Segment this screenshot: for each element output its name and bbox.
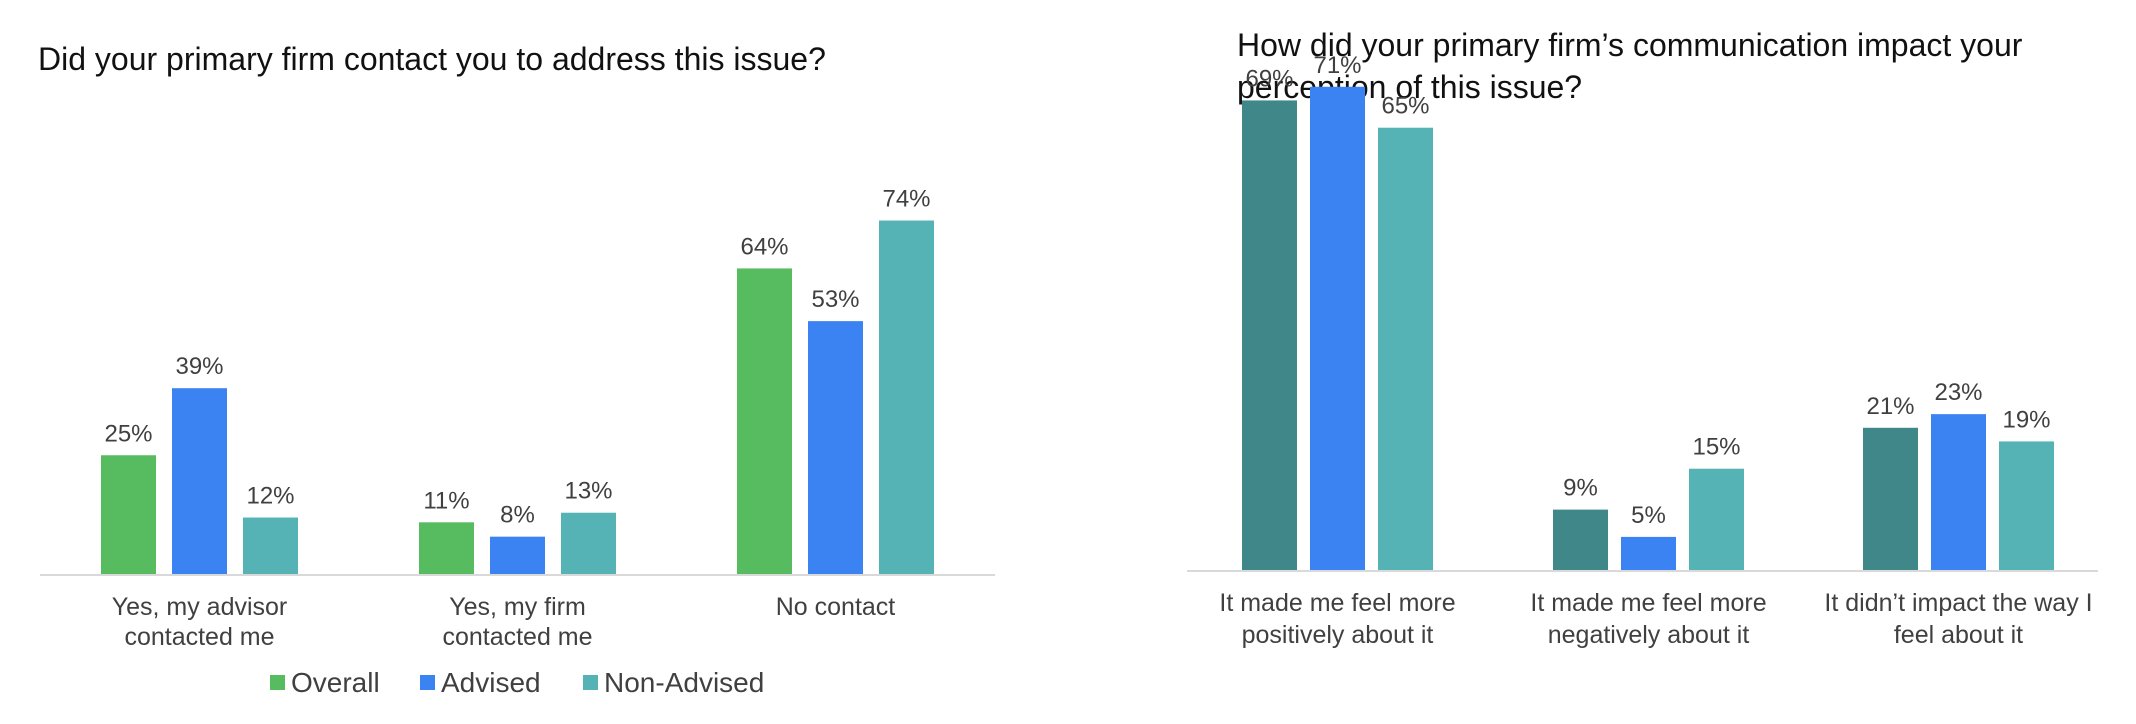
left-category-label-3: No contact	[776, 593, 896, 621]
left-category-label-2: Yes, my firm	[449, 593, 586, 621]
left-category-label-1: Yes, my advisor	[112, 593, 288, 621]
right-category-label-3: feel about it	[1894, 621, 2023, 649]
right-bar-label-1-2: 71%	[1313, 52, 1361, 79]
right-bar-label-3-2: 23%	[1934, 379, 1982, 406]
left-bar-label-3-2: 53%	[811, 286, 859, 313]
right-bar-2-2	[1621, 536, 1676, 571]
right-bar-3-3	[1999, 441, 2054, 571]
right-bar-label-3-1: 21%	[1866, 393, 1914, 420]
legend-label-1: Overall	[291, 667, 380, 698]
right-bar-3-2	[1931, 414, 1986, 571]
left-bar-label-3-3: 74%	[882, 186, 930, 213]
right-bar-label-2-2: 5%	[1631, 502, 1666, 529]
right-category-label-2: negatively about it	[1548, 621, 1750, 649]
legend-label-3: Non-Advised	[604, 667, 764, 698]
left-category-label-2: contacted me	[442, 623, 592, 651]
left-bar-3-2	[808, 321, 863, 575]
right-bar-2-1	[1553, 509, 1608, 571]
legend-swatch-3	[583, 675, 598, 690]
left-bar-label-3-1: 64%	[740, 233, 788, 260]
left-bar-3-1	[737, 268, 792, 575]
left-bar-1-2	[172, 388, 227, 575]
legend-swatch-1	[270, 675, 285, 690]
left-bar-3-3	[879, 220, 934, 576]
left-bar-label-1-2: 39%	[175, 353, 223, 380]
right-bar-label-1-1: 69%	[1245, 65, 1293, 92]
left-bar-label-1-1: 25%	[104, 420, 152, 447]
right-category-label-2: It made me feel more	[1530, 589, 1766, 617]
left-bar-label-2-3: 13%	[564, 478, 612, 505]
right-bar-1-3	[1378, 127, 1433, 571]
right-bar-label-1-3: 65%	[1381, 93, 1429, 120]
right-category-label-3: It didn’t impact the way I	[1824, 589, 2092, 617]
left-bar-2-1	[419, 522, 474, 575]
right-category-label-1: It made me feel more	[1219, 589, 1455, 617]
left-category-label-1: contacted me	[124, 623, 274, 651]
left-chart-title: Did your primary firm contact you to add…	[38, 41, 826, 77]
left-bar-1-1	[101, 455, 156, 575]
left-bar-1-3	[243, 517, 298, 575]
right-bar-label-2-3: 15%	[1692, 434, 1740, 461]
right-bar-3-1	[1863, 427, 1918, 571]
right-bar-label-3-3: 19%	[2002, 406, 2050, 433]
right-category-label-1: positively about it	[1242, 621, 1434, 649]
right-bar-2-3	[1689, 468, 1744, 571]
legend-swatch-2	[420, 675, 435, 690]
left-bar-label-2-1: 11%	[423, 487, 469, 514]
left-bar-label-2-2: 8%	[500, 502, 535, 529]
left-bar-label-1-3: 12%	[246, 483, 294, 510]
right-bar-1-2	[1310, 86, 1365, 571]
legend-label-2: Advised	[441, 667, 541, 698]
right-chart-title: How did your primary firm’s communicatio…	[1237, 27, 2023, 105]
left-bar-2-3	[561, 512, 616, 575]
right-bar-label-2-1: 9%	[1563, 475, 1598, 502]
right-bar-1-1	[1242, 100, 1297, 572]
left-bar-2-2	[490, 536, 545, 575]
